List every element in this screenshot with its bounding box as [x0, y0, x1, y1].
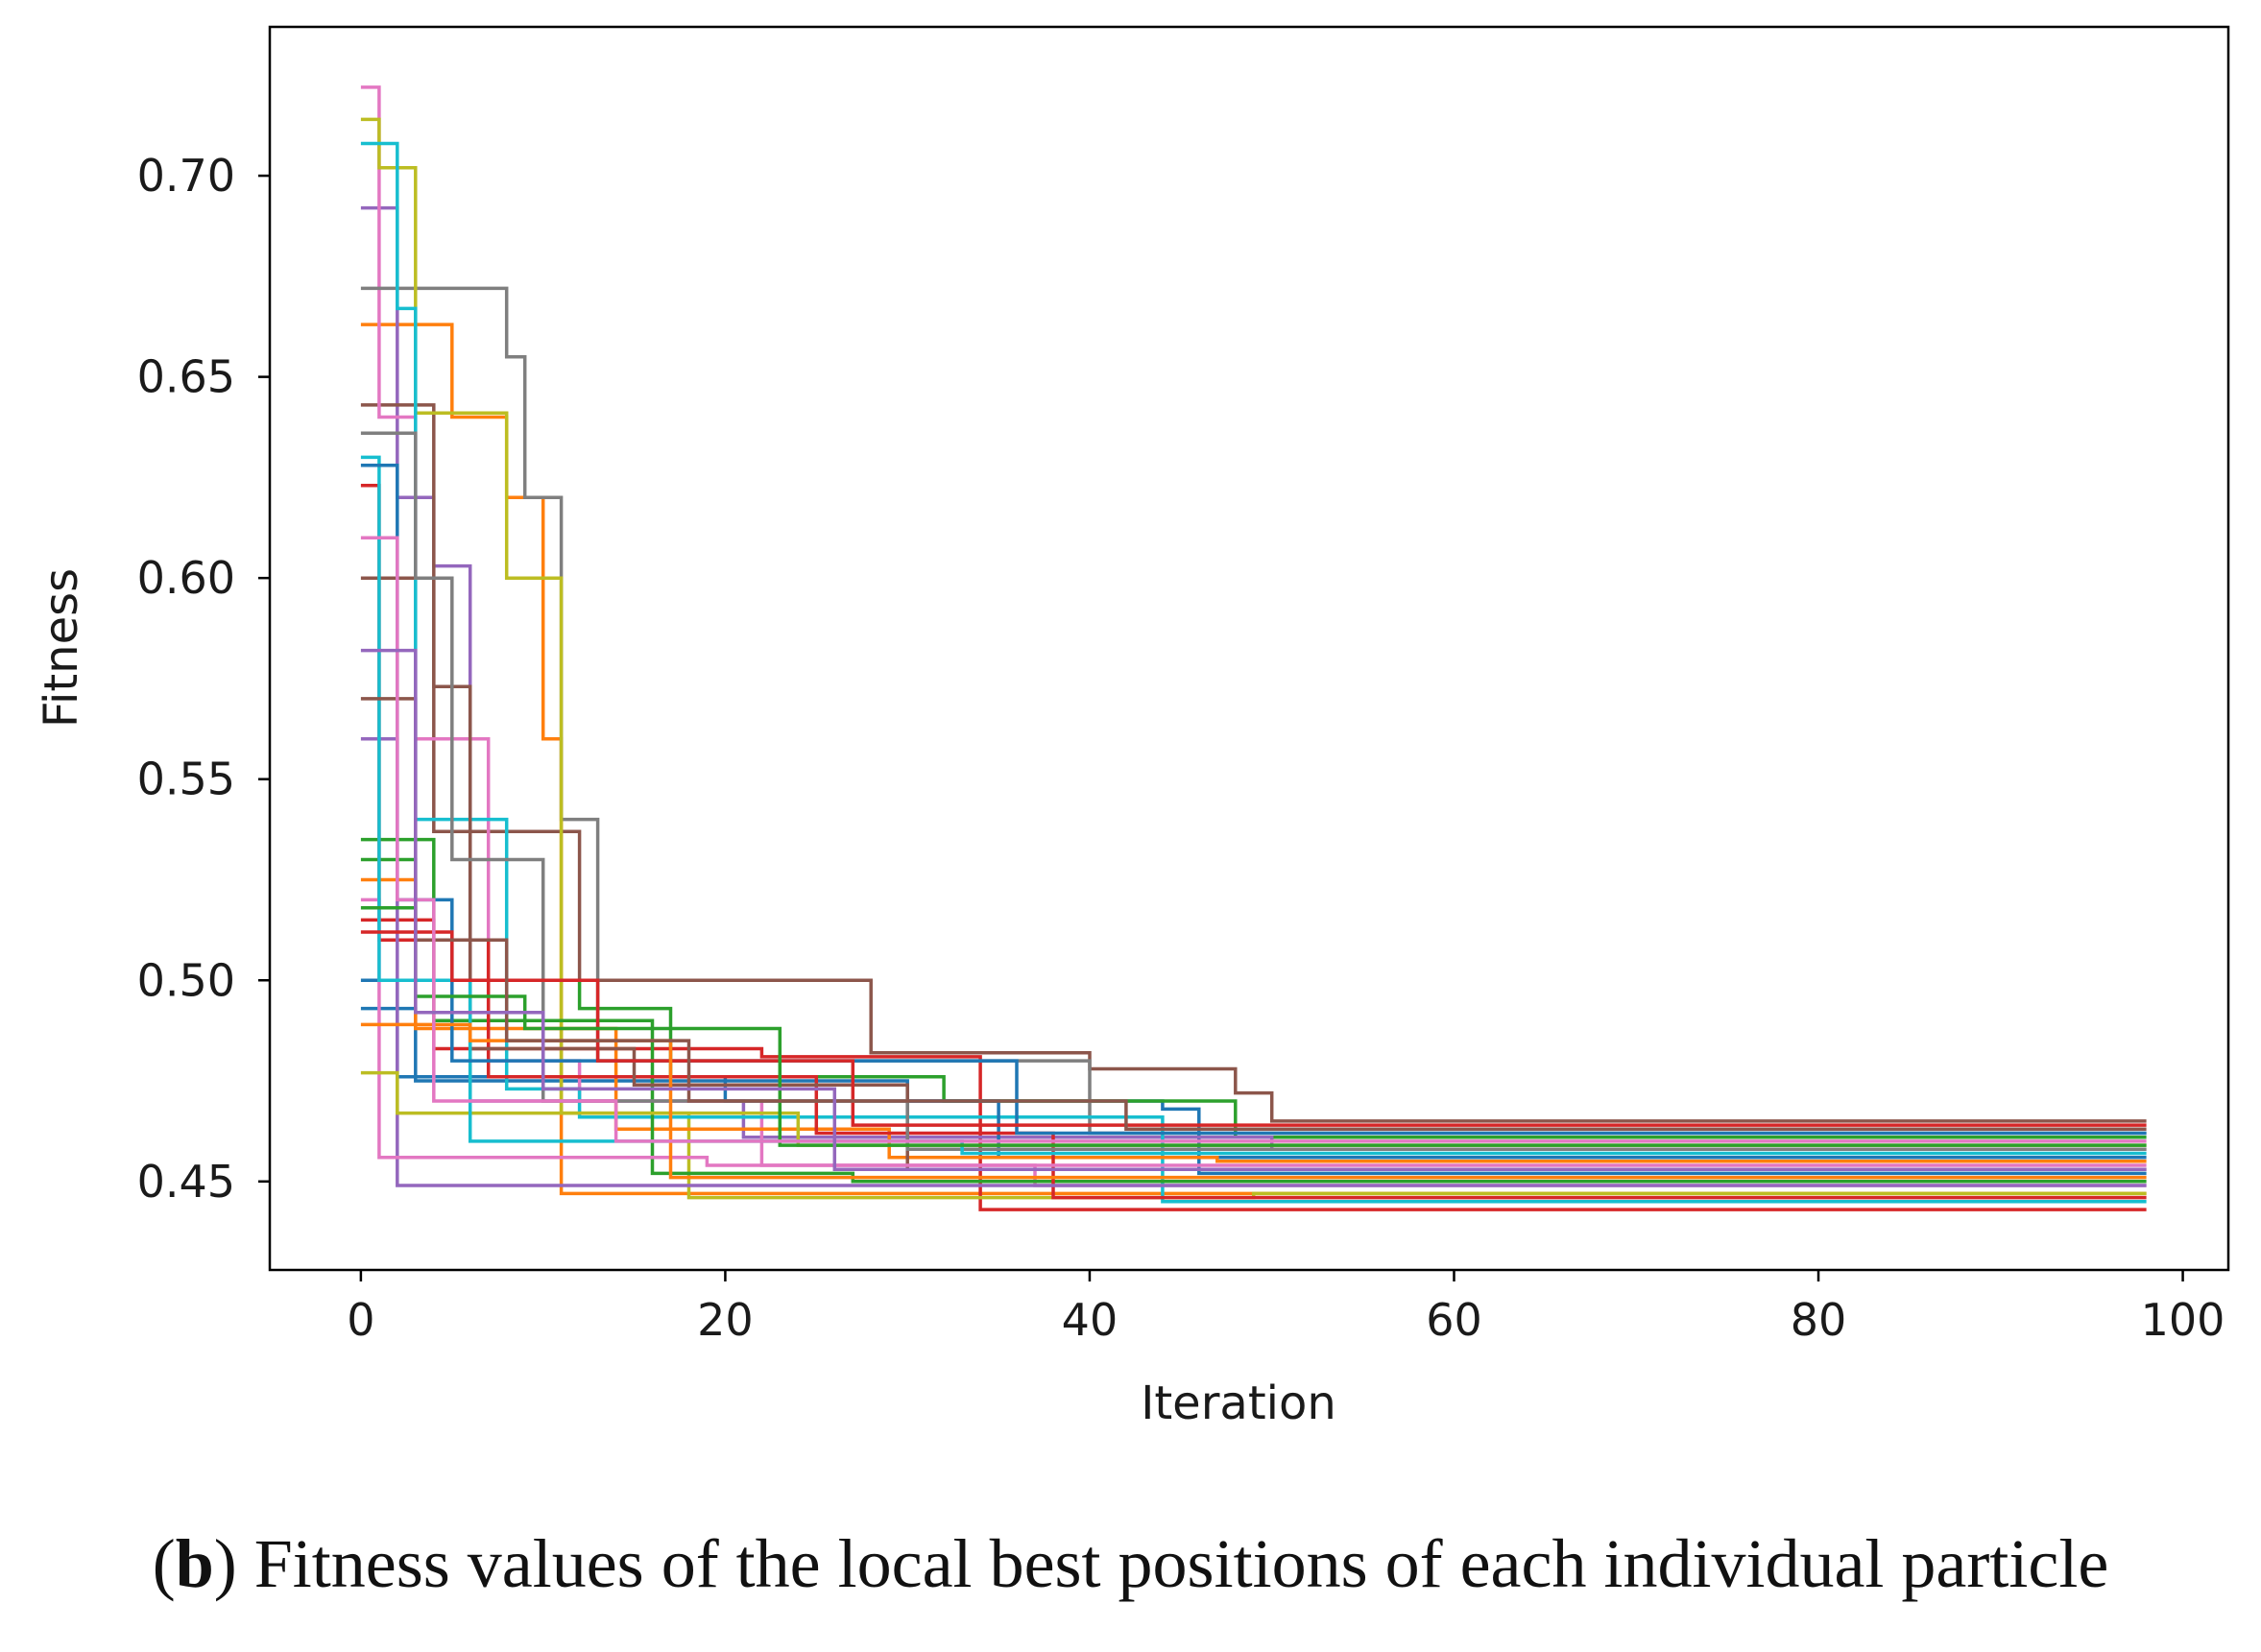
series-line-15: [360, 737, 2147, 1187]
plot-frame: [268, 25, 2230, 1272]
y-tick-label: 0.60: [137, 552, 235, 604]
series-line-13: [360, 837, 2147, 1184]
x-tick-label: 100: [2141, 1294, 2225, 1346]
series-line-27: [360, 648, 2147, 1171]
series-line-10: [360, 141, 2147, 1204]
axis-ticks: 0 20 40 60 80 100 0.45 0.50 0.55 0.60 0.65 0.70: [137, 150, 2225, 1346]
y-tick-label: 0.65: [137, 351, 235, 403]
x-axis-label: Iteration: [1141, 1377, 1336, 1430]
y-tick-label: 0.55: [137, 754, 235, 805]
series-line-17: [360, 898, 2147, 1167]
x-tick-label: 60: [1426, 1294, 1482, 1346]
x-tick-label: 80: [1791, 1294, 1847, 1346]
y-tick-label: 0.50: [137, 954, 235, 1006]
caption-text: Fitness values of the local best positio…: [236, 1525, 2109, 1602]
figure-caption: (b) Fitness values of the local best pos…: [152, 1525, 2109, 1602]
series-line-26: [360, 536, 2147, 1143]
x-tick-label: 40: [1062, 1294, 1118, 1346]
series-line-6: [360, 403, 2147, 1123]
y-axis-label: Fitness: [35, 568, 88, 728]
x-tick-label: 0: [347, 1294, 374, 1346]
y-tick-label: 0.70: [137, 150, 235, 202]
y-tick-label: 0.45: [137, 1156, 235, 1208]
caption-label: b: [175, 1525, 214, 1602]
x-tick-label: 20: [697, 1294, 754, 1346]
series-lines: [360, 85, 2147, 1211]
